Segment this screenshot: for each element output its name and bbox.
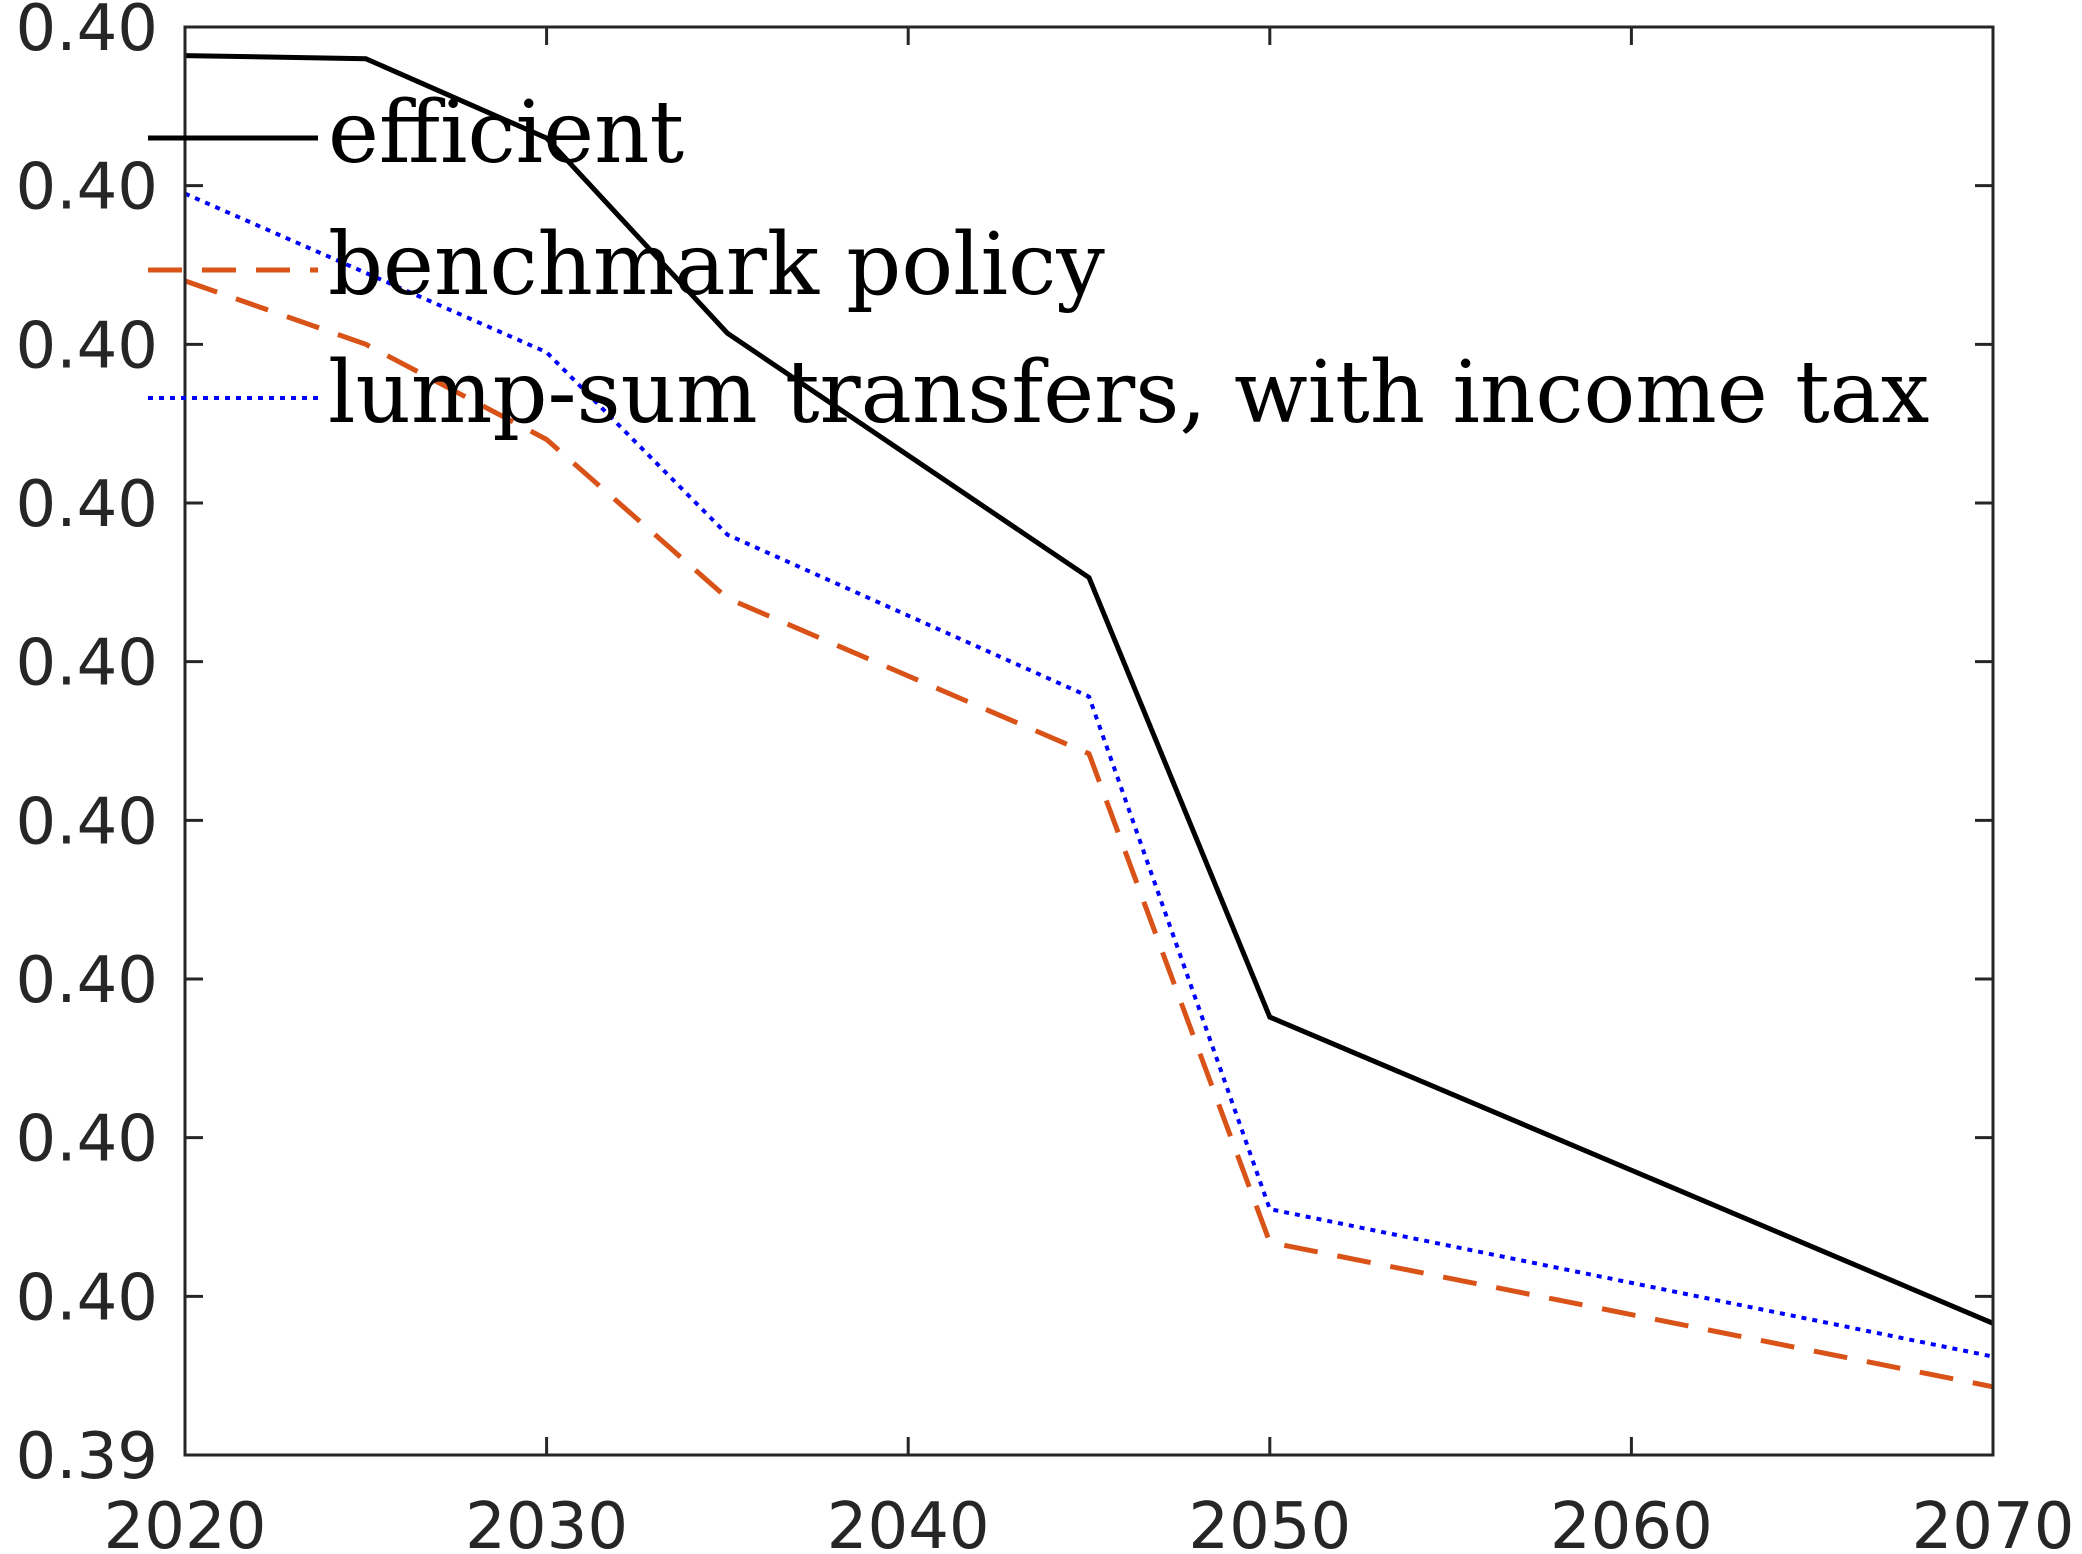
series-line-3 [184, 191, 1994, 1359]
axes-layer: 2020 2030 2040 2050 2060 2070 0.39 0.40 0.40 0.40… [16, 0, 2075, 1554]
y-tick-label: 0.40 [16, 627, 159, 701]
legend-label-2: benchmark policy [328, 215, 1105, 315]
y-tick-label: 0.40 [16, 151, 159, 225]
x-tick-label: 2040 [827, 1490, 990, 1554]
x-tick-label: 2060 [1550, 1490, 1713, 1554]
x-tick-label: 2050 [1188, 1490, 1351, 1554]
x-tick-label: 2070 [1912, 1490, 2075, 1554]
legend-label-3: lump-sum transfers, with income tax [328, 343, 1929, 443]
series-line-2 [184, 278, 1994, 1390]
y-tick-label: 0.40 [16, 468, 159, 542]
plot-background [185, 27, 1993, 1455]
y-tick-label: 0.40 [16, 785, 159, 859]
y-tick-label: 0.40 [16, 1261, 159, 1335]
y-tick-label: 0.40 [16, 944, 159, 1018]
y-tick-label: 0.40 [16, 309, 159, 383]
series-line-1 [184, 53, 1994, 1326]
y-tick-label: 0.40 [16, 1103, 159, 1177]
series-layer [184, 53, 1994, 1390]
x-tick-label: 2030 [465, 1490, 628, 1554]
legend-label-1: efficient [328, 83, 684, 183]
legend: efficient benchmark policy lump-sum transf… [148, 83, 1929, 443]
axes-box [183, 25, 1995, 1457]
plot-area [185, 27, 1993, 1455]
y-tick-label: 0.40 [16, 0, 159, 66]
x-tick-label: 2020 [104, 1490, 267, 1554]
y-tick-label: 0.39 [16, 1420, 159, 1494]
